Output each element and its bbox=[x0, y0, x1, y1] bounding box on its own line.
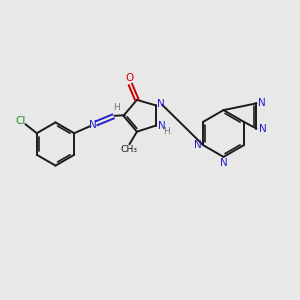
Text: CH₃: CH₃ bbox=[121, 145, 138, 154]
Text: Cl: Cl bbox=[15, 116, 26, 126]
Text: N: N bbox=[89, 120, 97, 130]
Text: N: N bbox=[220, 158, 228, 169]
Text: N: N bbox=[158, 121, 165, 131]
Text: N: N bbox=[157, 99, 164, 109]
Text: N: N bbox=[258, 98, 266, 108]
Text: N: N bbox=[194, 140, 202, 150]
Text: N: N bbox=[259, 124, 266, 134]
Text: H: H bbox=[113, 103, 120, 112]
Text: H: H bbox=[163, 127, 170, 136]
Text: O: O bbox=[126, 73, 134, 83]
